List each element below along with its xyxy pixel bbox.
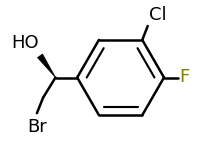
Text: F: F	[179, 69, 190, 86]
Text: Br: Br	[27, 118, 47, 136]
Text: HO: HO	[12, 34, 39, 52]
Polygon shape	[38, 54, 55, 78]
Text: Cl: Cl	[149, 6, 166, 24]
